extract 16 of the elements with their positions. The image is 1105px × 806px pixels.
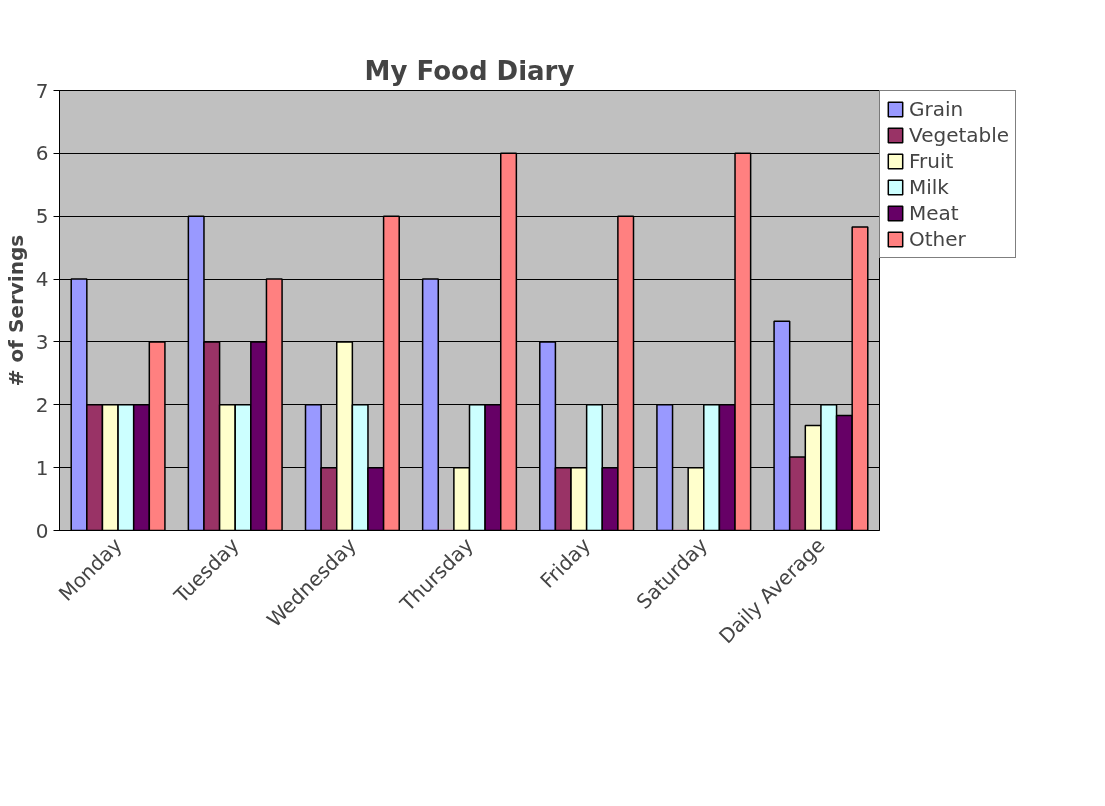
y-tick-label: 7: [35, 78, 49, 103]
y-tick-label: 2: [35, 392, 49, 417]
y-tick-label: 1: [35, 455, 49, 480]
y-tick-label: 5: [35, 204, 49, 229]
legend-label: Grain: [909, 97, 964, 121]
y-tick-label: 4: [35, 267, 49, 292]
legend-label: Fruit: [909, 149, 954, 173]
y-tick-label: 6: [35, 141, 49, 166]
legend-label: Vegetable: [909, 123, 1010, 147]
legend-label: Meat: [909, 201, 959, 225]
legend-label: Milk: [909, 175, 949, 199]
legend-label: Other: [909, 227, 966, 251]
y-tick-label: 3: [35, 329, 49, 354]
chart-title: My Food Diary: [364, 55, 575, 86]
y-tick-label: 0: [35, 518, 49, 543]
y-axis-title: # of Servings: [3, 234, 28, 387]
